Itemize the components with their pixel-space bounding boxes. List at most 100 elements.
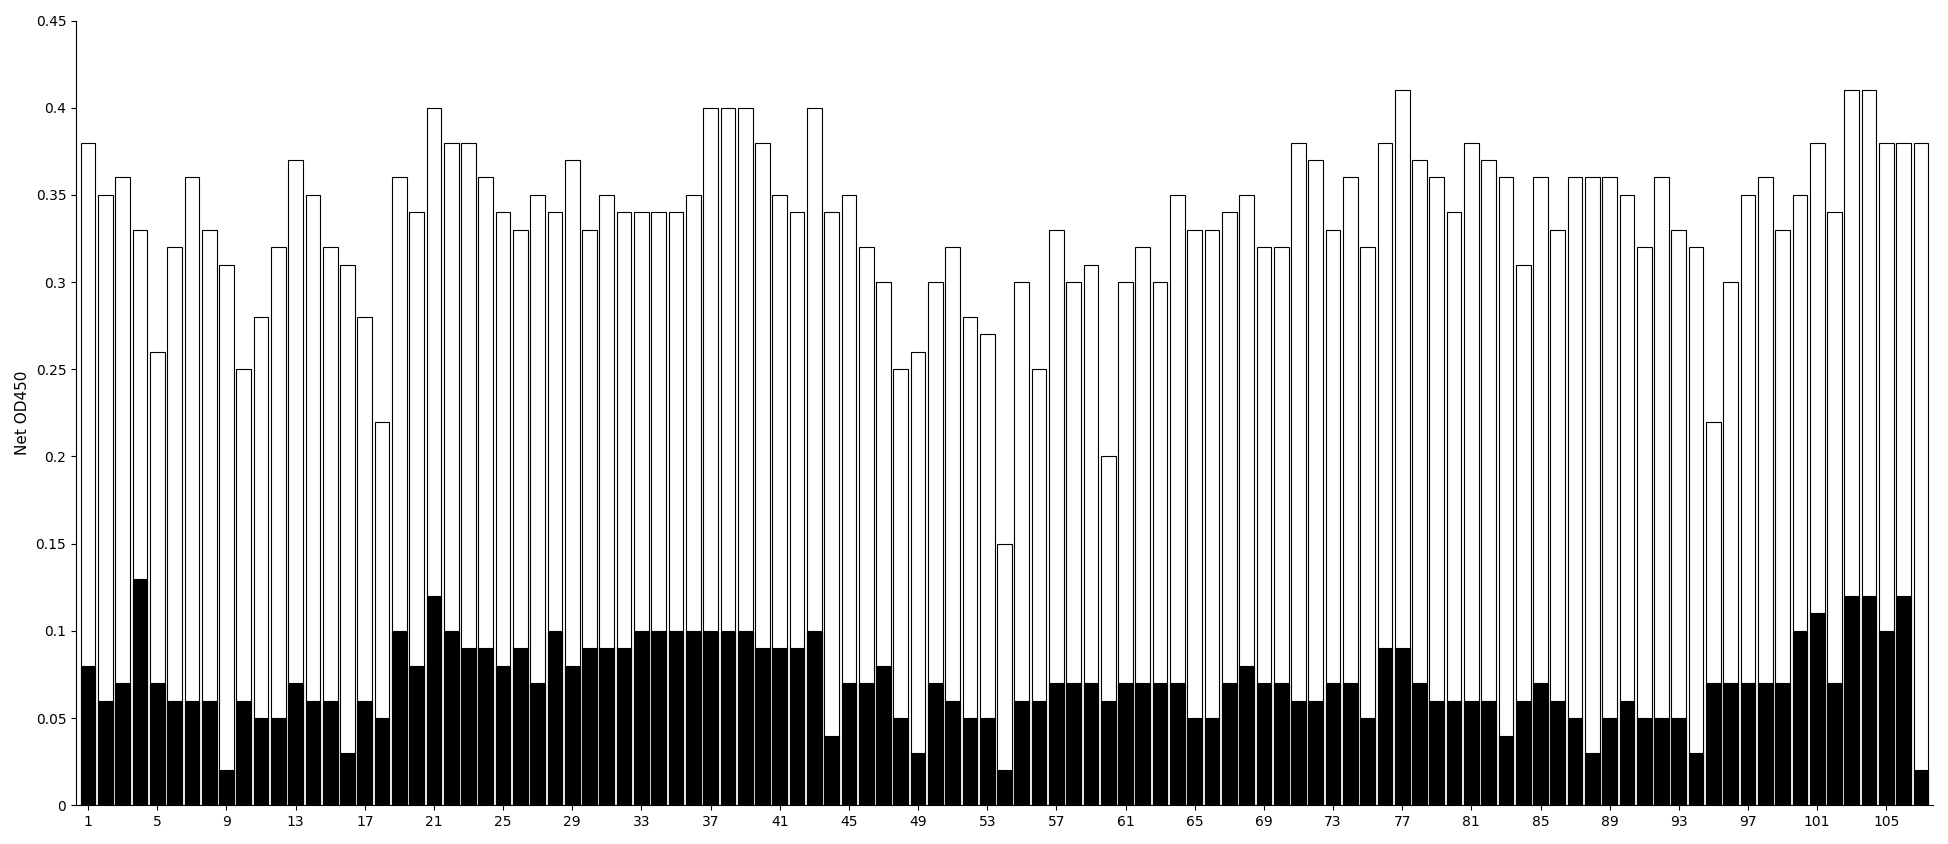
Bar — [703, 630, 719, 805]
Bar — [115, 683, 131, 805]
Bar — [236, 701, 251, 805]
Bar — [1188, 230, 1202, 805]
Bar — [1395, 648, 1410, 805]
Bar — [1274, 683, 1288, 805]
Bar — [1775, 230, 1790, 805]
Bar — [374, 422, 390, 805]
Bar — [1395, 90, 1410, 805]
Bar — [306, 195, 319, 805]
Bar — [80, 666, 95, 805]
Bar — [427, 108, 442, 805]
Bar — [1101, 701, 1116, 805]
Bar — [1636, 247, 1652, 805]
Bar — [1292, 143, 1305, 805]
Bar — [894, 718, 908, 805]
Bar — [1066, 683, 1081, 805]
Bar — [1533, 177, 1549, 805]
Bar — [1309, 160, 1323, 805]
Bar — [859, 247, 873, 805]
Bar — [806, 108, 822, 805]
Bar — [168, 247, 181, 805]
Bar — [1256, 247, 1272, 805]
Bar — [1412, 683, 1426, 805]
Bar — [1895, 596, 1911, 805]
Bar — [168, 701, 181, 805]
Bar — [1342, 177, 1358, 805]
Bar — [668, 630, 684, 805]
Bar — [288, 683, 304, 805]
Bar — [1880, 143, 1893, 805]
Bar — [1342, 683, 1358, 805]
Bar — [1221, 213, 1237, 805]
Bar — [356, 701, 372, 805]
Bar — [806, 630, 822, 805]
Bar — [444, 630, 458, 805]
Bar — [97, 701, 113, 805]
Bar — [789, 648, 805, 805]
Bar — [1603, 718, 1617, 805]
Bar — [1654, 177, 1669, 805]
Bar — [253, 718, 269, 805]
Bar — [997, 771, 1011, 805]
Bar — [323, 701, 337, 805]
Bar — [1792, 195, 1808, 805]
Bar — [1724, 282, 1738, 805]
Bar — [341, 753, 355, 805]
Bar — [1171, 195, 1184, 805]
Bar — [1032, 701, 1046, 805]
Bar — [530, 195, 545, 805]
Bar — [618, 213, 631, 805]
Bar — [980, 334, 995, 805]
Bar — [1377, 143, 1393, 805]
Bar — [1136, 683, 1149, 805]
Bar — [859, 683, 873, 805]
Bar — [1724, 683, 1738, 805]
Bar — [894, 370, 908, 805]
Bar — [877, 666, 890, 805]
Bar — [1447, 213, 1461, 805]
Bar — [773, 195, 787, 805]
Bar — [582, 230, 596, 805]
Bar — [842, 195, 857, 805]
Bar — [756, 143, 769, 805]
Bar — [512, 230, 528, 805]
Bar — [927, 683, 943, 805]
Bar — [1480, 701, 1496, 805]
Bar — [1913, 143, 1929, 805]
Bar — [842, 683, 857, 805]
Bar — [773, 648, 787, 805]
Bar — [462, 648, 475, 805]
Bar — [427, 596, 442, 805]
Bar — [1015, 701, 1029, 805]
Bar — [1603, 177, 1617, 805]
Bar — [185, 177, 199, 805]
Bar — [927, 282, 943, 805]
Bar — [1913, 771, 1929, 805]
Bar — [1327, 683, 1340, 805]
Bar — [962, 718, 978, 805]
Bar — [1032, 370, 1046, 805]
Bar — [1101, 457, 1116, 805]
Bar — [1171, 683, 1184, 805]
Bar — [738, 108, 752, 805]
Bar — [1204, 718, 1219, 805]
Bar — [306, 701, 319, 805]
Bar — [374, 718, 390, 805]
Bar — [618, 648, 631, 805]
Bar — [600, 648, 614, 805]
Bar — [651, 630, 666, 805]
Bar — [1239, 666, 1255, 805]
Bar — [1083, 265, 1099, 805]
Bar — [912, 352, 925, 805]
Bar — [132, 579, 148, 805]
Bar — [462, 143, 475, 805]
Bar — [444, 143, 458, 805]
Bar — [1568, 177, 1582, 805]
Bar — [150, 352, 166, 805]
Bar — [1015, 282, 1029, 805]
Bar — [1274, 247, 1288, 805]
Bar — [1827, 213, 1841, 805]
Bar — [80, 143, 95, 805]
Bar — [633, 630, 649, 805]
Bar — [1447, 701, 1461, 805]
